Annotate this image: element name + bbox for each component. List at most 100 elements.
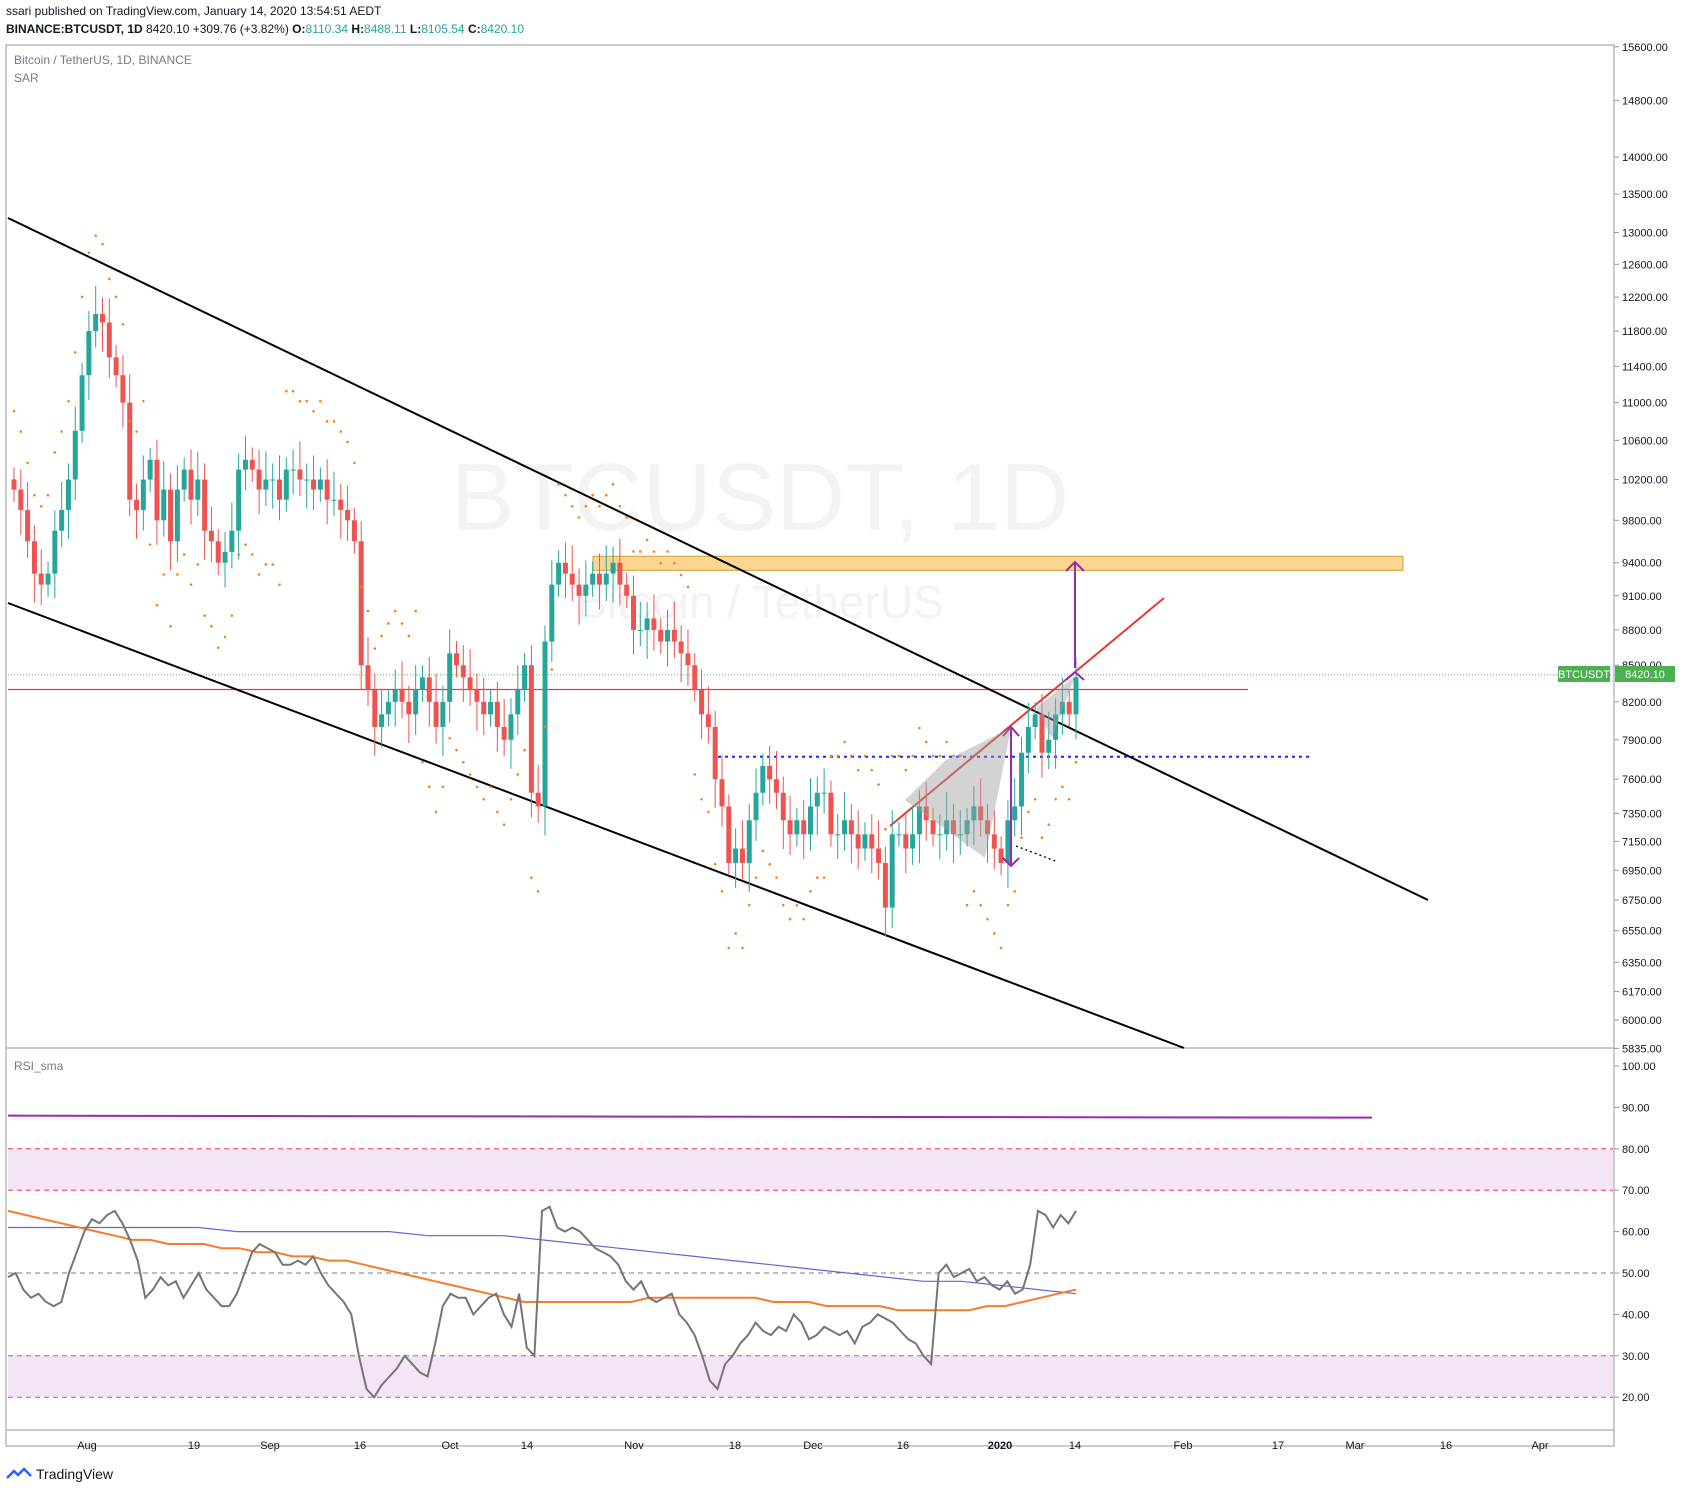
sar-dot [713,862,717,866]
sar-dot [298,399,302,403]
sar-dot [148,543,152,546]
measured-arrow-base [1002,857,1020,868]
price-tag-value: 8420.10 [1625,669,1665,681]
sar-dot [673,561,676,565]
candle-body [780,792,786,821]
candle-body [18,489,24,510]
candle-body [535,792,541,807]
sar-dot [564,493,567,497]
sar-dot [135,430,138,433]
candle-body [569,573,575,585]
sar-dot [400,622,404,625]
sar-dot [319,399,322,403]
sar-dot [863,754,867,758]
sar-dot [816,876,819,879]
candle-body [460,665,466,678]
sar-dot [73,351,77,354]
sar-dot [462,760,465,764]
price-tick-label: 7600.00 [1622,774,1662,786]
sar-dot [856,768,860,772]
last-price: 8420.10 [146,22,190,36]
candle-body [746,820,752,863]
candle-body [576,584,582,596]
candle-body [277,479,282,500]
sar-dot [870,768,874,772]
trend-lines [7,217,1429,1049]
sar-dot [822,876,826,879]
sar-dot [482,797,486,801]
sar-dot [570,504,574,508]
sar-dot [502,823,506,827]
time-axis: Aug 19 Sep 16 Oct 14 Nov 18 Dec 16 2020 14 Feb 17 Mar 1… [77,1440,1549,1452]
candle-body [944,820,950,835]
candle-body [351,520,357,542]
candle-body [1032,714,1038,727]
sar-dot [441,785,445,789]
sar-dot [114,295,118,299]
sar-dot [591,493,594,497]
candle-body [488,701,494,715]
rsi-sma-blue-line [8,1226,1077,1295]
sar-dot [829,754,833,758]
candle-body [65,479,71,510]
sar-dot [979,903,982,907]
sar-dot [1074,760,1078,764]
channel-upper-line [7,217,1429,901]
time-tick-label: 19 [188,1440,200,1452]
sar-dot [788,917,792,921]
sar-dot [536,890,540,893]
sar-dot [557,483,560,486]
sar-dot [332,420,336,423]
candle-body [508,714,514,740]
candle-body [671,629,677,642]
sar-dot [448,736,451,740]
candle-body [869,834,875,849]
candle-body [617,562,623,585]
sar-dot [189,583,193,586]
rsi-tick-label: 20.00 [1622,1392,1650,1404]
sar-dot [455,748,458,752]
sar-dot [339,430,343,433]
sar-dot [182,553,186,556]
time-tick-label: 2020 [988,1440,1012,1452]
sar-dot [741,946,744,950]
drawings [905,560,1085,868]
candle-body [753,792,759,821]
candle-body [991,834,997,849]
candle-body [467,677,473,690]
candle-body [215,541,221,563]
candle-body [392,689,398,702]
rsi-bands [7,1114,1613,1398]
time-tick-label: Apr [1531,1440,1548,1452]
candle-body [45,573,51,585]
candle-body [72,430,78,480]
candle-body [11,479,17,490]
sar-dot [60,430,63,433]
candle-body [985,820,990,835]
candle-body [379,714,385,727]
sar-dot [836,754,840,758]
pattern-triangle-1 [905,728,1011,858]
sar-dot [693,773,697,776]
sar-dot [176,573,179,576]
candle-body [978,806,984,821]
candle-body [154,459,160,521]
candle-body [1012,806,1018,821]
sar-dot [884,827,887,831]
price-tick-label: 14000.00 [1622,152,1668,164]
sar-dot [1061,785,1064,789]
sar-dot [686,585,690,589]
price-tick-label: 11400.00 [1622,361,1667,373]
candle-body [719,779,725,807]
sar-dot [305,399,309,403]
candle-body [256,469,262,490]
rsi-main-line [7,1205,1077,1399]
sar-dot [1006,903,1010,907]
rsi-tick-label: 100.00 [1622,1061,1656,1073]
candle-body [345,509,351,521]
sar-dot [19,430,23,433]
open-value: 8110.34 [305,22,349,36]
candle-body [876,848,882,863]
candle-body [385,701,391,715]
